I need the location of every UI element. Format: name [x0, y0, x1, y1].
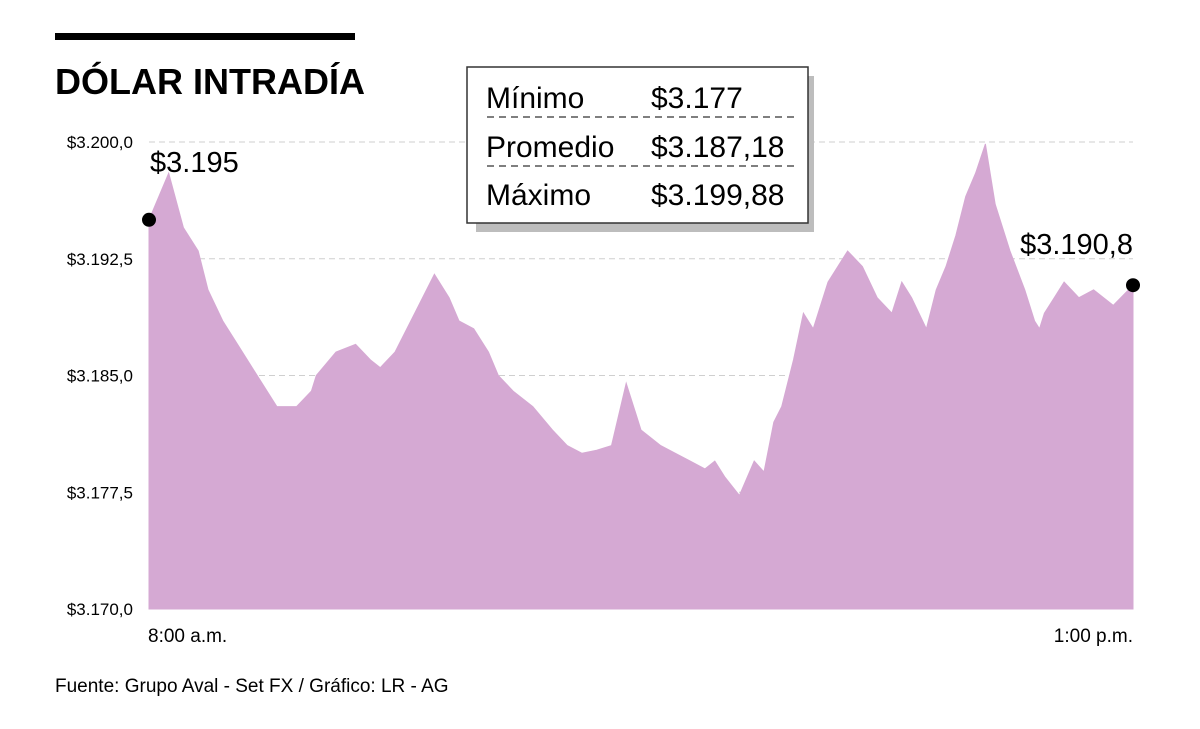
stat-max-value: $3.199,88: [651, 179, 784, 212]
y-tick-label: $3.192,5: [67, 250, 133, 269]
stat-min-label: Mínimo: [486, 82, 584, 115]
x-tick-label-end: 1:00 p.m.: [1054, 626, 1133, 647]
y-axis: $3.200,0 $3.192,5 $3.185,0 $3.177,5 $3.170,0: [67, 133, 133, 619]
stat-avg-label: Promedio: [486, 131, 614, 164]
stat-avg-value: $3.187,18: [651, 131, 784, 164]
x-tick-label-start: 8:00 a.m.: [148, 626, 227, 647]
plot-area: [148, 143, 1134, 610]
y-tick-label: $3.177,5: [67, 483, 133, 502]
start-value-label: $3.195: [150, 147, 239, 179]
chart-title: DÓLAR INTRADÍA: [55, 60, 365, 102]
title-bar: [55, 33, 355, 40]
start-marker: [142, 212, 156, 227]
source-note: Fuente: Grupo Aval - Set FX / Gráfico: L…: [55, 676, 449, 697]
stat-min-value: $3.177: [651, 82, 743, 115]
endpoint-markers: [142, 212, 1140, 293]
y-tick-label: $3.170,0: [67, 600, 133, 619]
y-tick-label: $3.185,0: [67, 367, 133, 386]
stats-box: Mínimo $3.177 Promedio $3.187,18 Máximo …: [466, 66, 814, 232]
y-tick-label: $3.200,0: [67, 133, 133, 152]
end-marker: [1126, 278, 1140, 293]
price-area: [148, 143, 1134, 610]
end-value-label: $3.190,8: [1020, 229, 1133, 261]
stats-box-frame: [466, 66, 809, 224]
stat-max-label: Máximo: [486, 179, 591, 212]
